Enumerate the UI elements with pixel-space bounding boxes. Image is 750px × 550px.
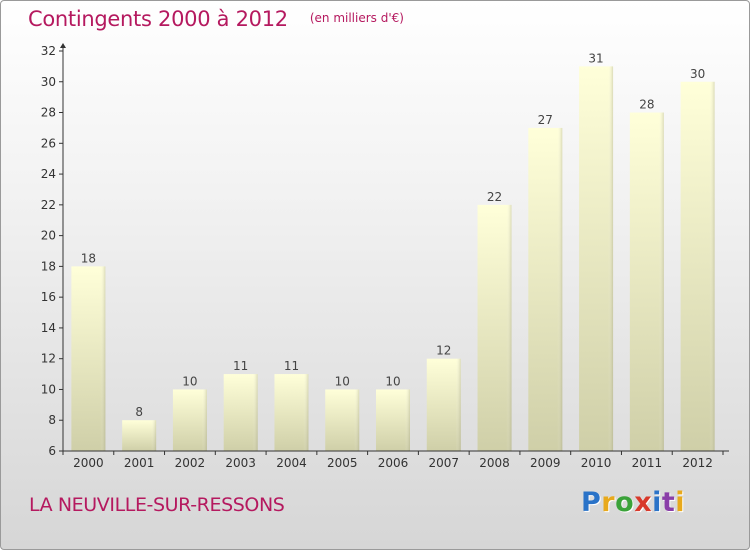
x-tick-label: 2009 (530, 456, 561, 470)
chart-title: Contingents 2000 à 2012 (28, 7, 288, 31)
y-tick-label: 12 (41, 352, 56, 366)
y-tick-label: 24 (41, 167, 56, 181)
bar-shade (71, 266, 106, 451)
y-tick-label: 16 (41, 290, 56, 304)
x-tick-label: 2006 (378, 456, 409, 470)
bar-shade (680, 81, 715, 452)
bar-shade (274, 374, 309, 451)
x-tick-label: 2004 (276, 456, 307, 470)
data-label: 31 (588, 51, 603, 65)
data-label: 18 (81, 251, 96, 265)
data-label: 8 (135, 405, 143, 419)
x-tick-label: 2010 (581, 456, 612, 470)
x-tick-label: 2011 (632, 456, 663, 470)
logo-letter: o (615, 487, 635, 518)
y-tick-label: 14 (41, 321, 56, 335)
place-name: LA NEUVILLE-SUR-RESSONS (29, 494, 285, 516)
y-tick-label: 6 (48, 444, 56, 458)
y-tick-label: 28 (41, 106, 56, 120)
data-label: 12 (436, 344, 451, 358)
x-tick-label: 2003 (225, 456, 256, 470)
bar-shade (528, 127, 563, 451)
x-tick-label: 2007 (428, 456, 459, 470)
x-tick-label: 2005 (327, 456, 358, 470)
data-label: 22 (487, 190, 502, 204)
bar-shade (579, 66, 614, 451)
proxiti-logo[interactable]: Proxiti (581, 487, 685, 518)
x-tick-label: 2000 (73, 456, 104, 470)
logo-letter: P (581, 487, 602, 518)
bar-shade (376, 389, 410, 451)
data-label: 11 (233, 359, 248, 373)
y-tick-label: 32 (41, 44, 56, 58)
bar-shade (629, 112, 664, 452)
title-row: Contingents 2000 à 2012 (en milliers d'€) (28, 7, 404, 31)
logo-letter: x (634, 487, 653, 518)
data-label: 27 (538, 113, 553, 127)
logo-letter: t (661, 487, 676, 518)
logo-letter: r (601, 487, 616, 518)
logo-letter: i (675, 487, 686, 518)
y-tick-label: 8 (48, 413, 56, 427)
x-tick-label: 2008 (479, 456, 510, 470)
data-label: 10 (385, 374, 400, 388)
bar-shade (223, 374, 258, 451)
chart-subtitle: (en milliers d'€) (309, 11, 404, 25)
axis-layer (59, 43, 729, 455)
x-tick-label: 2012 (682, 456, 713, 470)
y-tick-label: 10 (41, 382, 56, 396)
bar-shade (325, 389, 360, 451)
bar-shade (477, 204, 512, 451)
data-label: 30 (690, 67, 705, 81)
data-label: 10 (335, 374, 350, 388)
logo-letter: i (652, 487, 662, 518)
bar-shade (172, 389, 207, 451)
bars-layer (71, 66, 715, 452)
y-tick-label: 30 (41, 75, 56, 89)
bar-shade (122, 420, 157, 451)
data-label: 28 (639, 98, 654, 112)
y-axis-arrow (60, 43, 66, 48)
y-tick-label: 18 (41, 259, 56, 273)
y-tick-label: 26 (41, 136, 56, 150)
x-tick-label: 2002 (175, 456, 206, 470)
data-label: 10 (182, 374, 197, 388)
data-label: 11 (284, 359, 299, 373)
bar-shade (426, 358, 461, 451)
labels-layer: 18 2000 8 2001 10 2002 11 2003 11 2004 10 2005 10 200… (41, 44, 713, 470)
y-tick-label: 22 (41, 198, 56, 212)
x-tick-label: 2001 (124, 456, 155, 470)
y-tick-label: 20 (41, 229, 56, 243)
